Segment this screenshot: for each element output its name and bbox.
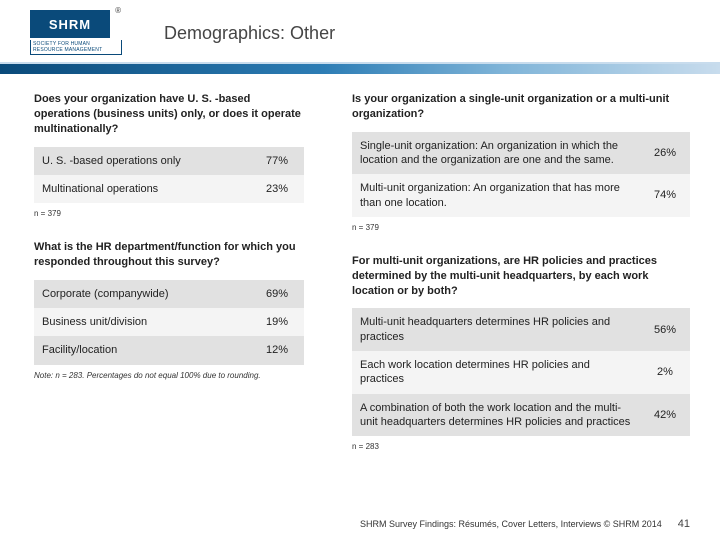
question-hr-function: What is the HR department/function for w…: [34, 240, 304, 270]
sample-note: n = 283: [352, 442, 690, 451]
left-block-2: What is the HR department/function for w…: [34, 240, 304, 380]
table-row: Multinational operations 23%: [34, 175, 304, 203]
shrm-logo: SHRM SOCIETY FOR HUMAN RESOURCE MANAGEME…: [30, 10, 130, 56]
table-row: Corporate (companywide) 69%: [34, 280, 304, 308]
question-unit-type: Is your organization a single-unit organ…: [352, 92, 690, 122]
sample-note: Note: n = 283. Percentages do not equal …: [34, 371, 304, 380]
row-pct: 26%: [640, 132, 690, 175]
row-label: Corporate (companywide): [34, 280, 250, 308]
row-label: Each work location determines HR policie…: [352, 351, 640, 394]
row-pct: 19%: [250, 308, 304, 336]
logo-text: SHRM: [30, 10, 110, 38]
row-label: Single-unit organization: An organizatio…: [352, 132, 640, 175]
page-title: Demographics: Other: [164, 23, 335, 44]
sample-note: n = 379: [352, 223, 690, 232]
row-pct: 42%: [640, 394, 690, 437]
table-unit-type: Single-unit organization: An organizatio…: [352, 132, 690, 217]
table-row: Each work location determines HR policie…: [352, 351, 690, 394]
right-block-1: Is your organization a single-unit organ…: [352, 92, 690, 232]
table-row: U. S. -based operations only 77%: [34, 147, 304, 175]
row-pct: 69%: [250, 280, 304, 308]
row-label: U. S. -based operations only: [34, 147, 250, 175]
question-us-operations: Does your organization have U. S. -based…: [34, 92, 304, 137]
table-row: Facility/location 12%: [34, 336, 304, 364]
brand-stripe: [0, 64, 720, 74]
row-label: Multi-unit organization: An organization…: [352, 174, 640, 217]
row-label: Facility/location: [34, 336, 250, 364]
right-block-2: For multi-unit organizations, are HR pol…: [352, 254, 690, 451]
left-block-1: Does your organization have U. S. -based…: [34, 92, 304, 218]
footer: SHRM Survey Findings: Résumés, Cover Let…: [360, 518, 690, 530]
sample-note: n = 379: [34, 209, 304, 218]
question-hr-policies: For multi-unit organizations, are HR pol…: [352, 254, 690, 299]
table-hr-policies: Multi-unit headquarters determines HR po…: [352, 308, 690, 436]
row-pct: 23%: [250, 175, 304, 203]
row-pct: 74%: [640, 174, 690, 217]
table-row: A combination of both the work location …: [352, 394, 690, 437]
logo-subtext: SOCIETY FOR HUMAN RESOURCE MANAGEMENT: [30, 40, 122, 55]
table-row: Single-unit organization: An organizatio…: [352, 132, 690, 175]
row-pct: 2%: [640, 351, 690, 394]
header: SHRM SOCIETY FOR HUMAN RESOURCE MANAGEME…: [0, 0, 720, 64]
page-number: 41: [678, 518, 690, 530]
row-pct: 12%: [250, 336, 304, 364]
row-label: Business unit/division: [34, 308, 250, 336]
footer-credit: SHRM Survey Findings: Résumés, Cover Let…: [360, 519, 662, 529]
content: Does your organization have U. S. -based…: [0, 74, 720, 473]
table-row: Business unit/division 19%: [34, 308, 304, 336]
right-column: Is your organization a single-unit organ…: [352, 92, 690, 473]
table-hr-function: Corporate (companywide) 69% Business uni…: [34, 280, 304, 365]
table-row: Multi-unit organization: An organization…: [352, 174, 690, 217]
row-label: A combination of both the work location …: [352, 394, 640, 437]
row-label: Multi-unit headquarters determines HR po…: [352, 308, 640, 351]
table-row: Multi-unit headquarters determines HR po…: [352, 308, 690, 351]
row-label: Multinational operations: [34, 175, 250, 203]
left-column: Does your organization have U. S. -based…: [34, 92, 304, 473]
table-us-operations: U. S. -based operations only 77% Multina…: [34, 147, 304, 204]
row-pct: 77%: [250, 147, 304, 175]
row-pct: 56%: [640, 308, 690, 351]
